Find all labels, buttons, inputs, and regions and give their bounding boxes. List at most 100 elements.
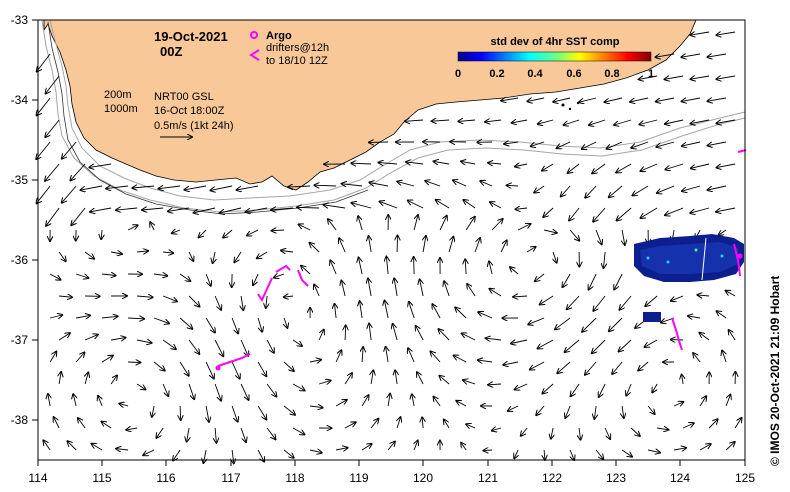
- current-vector-arrow: [283, 361, 294, 371]
- current-vector-arrow: [406, 162, 424, 164]
- current-vector-arrow: [92, 444, 103, 451]
- current-vector-arrow: [536, 405, 545, 415]
- x-tick-label: 125: [735, 471, 755, 485]
- current-vector-arrow: [614, 273, 623, 290]
- x-tick-label: 119: [349, 471, 368, 485]
- current-vector-arrow: [432, 304, 441, 319]
- current-vector-arrow: [272, 230, 285, 231]
- current-vector-arrow: [173, 449, 181, 461]
- current-vector-arrow: [729, 330, 736, 341]
- current-vector-arrow: [531, 141, 545, 146]
- current-vector-arrow: [465, 259, 466, 275]
- current-vector-arrow: [619, 339, 632, 352]
- current-vector-arrow: [592, 163, 606, 173]
- current-vector-arrow: [488, 384, 502, 385]
- current-vector-arrow: [380, 202, 398, 209]
- current-vector-arrow: [49, 352, 56, 363]
- drifters-range: to 18/10 12Z: [266, 55, 328, 67]
- current-vector-arrow: [461, 161, 476, 164]
- current-vector-arrow: [397, 182, 415, 187]
- colorbar-title: std dev of 4hr SST comp: [491, 36, 620, 48]
- colorbar: std dev of 4hr SST comp 0 0.2 0.4 0.6 0.…: [455, 36, 654, 80]
- current-vector-arrow: [159, 186, 181, 189]
- current-vector-arrow: [232, 449, 234, 463]
- current-vector-arrow: [526, 247, 536, 253]
- current-vector-arrow: [717, 311, 727, 319]
- current-vector-arrow: [281, 251, 294, 253]
- current-vector-arrow: [490, 289, 502, 297]
- current-vector-arrow: [478, 312, 493, 319]
- current-vector-arrow: [491, 219, 503, 231]
- x-tick-label: 121: [478, 471, 498, 485]
- current-vector-arrow: [388, 394, 390, 407]
- current-vector-arrow: [288, 186, 311, 187]
- current-vector-arrow: [657, 185, 675, 193]
- current-vector-arrow: [485, 120, 502, 122]
- current-vector-arrow: [708, 419, 718, 429]
- current-vector-arrow: [622, 229, 625, 245]
- current-vector-arrow: [283, 449, 294, 458]
- current-vector-arrow: [595, 229, 602, 244]
- current-vector-arrow: [698, 295, 710, 296]
- current-vector-arrow: [43, 440, 51, 451]
- current-vector-arrow: [37, 97, 51, 115]
- current-vector-arrow: [507, 185, 519, 186]
- current-vector-arrow: [205, 273, 211, 286]
- current-vector-arrow: [543, 230, 557, 233]
- current-vector-arrow: [247, 229, 259, 236]
- current-vector-arrow: [180, 405, 181, 420]
- isobath-200m-label: 200m: [104, 89, 132, 101]
- current-vector-arrow: [422, 417, 423, 429]
- current-vector-arrow: [630, 427, 640, 436]
- current-vector-arrow: [318, 330, 324, 341]
- current-vector-arrow: [665, 76, 684, 79]
- plot-frame: [37, 19, 746, 461]
- current-vector-arrow: [513, 296, 528, 297]
- colorbar-ramp: [457, 51, 652, 62]
- current-vector-arrow: [292, 339, 302, 346]
- current-vector-arrow: [579, 427, 580, 440]
- colorbar-tick: 1: [648, 68, 654, 80]
- current-vector-arrow: [240, 339, 248, 356]
- current-vector-arrow: [283, 405, 295, 415]
- current-vector-arrow: [342, 184, 363, 186]
- current-vector-arrow: [700, 333, 710, 341]
- current-vector-arrow: [266, 339, 274, 353]
- current-vector-arrow: [284, 296, 294, 297]
- current-vector-arrow: [432, 120, 450, 121]
- current-vector-arrow: [48, 394, 50, 407]
- current-vector-arrow: [639, 76, 658, 79]
- current-vector-arrow: [371, 370, 373, 385]
- current-vector-arrow: [722, 351, 726, 363]
- current-vector-arrow: [110, 376, 117, 385]
- current-vector-arrow: [257, 405, 266, 419]
- current-vector-arrow: [563, 273, 571, 287]
- current-vector-arrow: [555, 317, 571, 329]
- current-vector-arrow: [516, 208, 528, 209]
- current-vector-arrow: [116, 449, 129, 450]
- current-vector-arrow: [379, 163, 398, 165]
- current-vector-arrow: [417, 372, 424, 385]
- current-vector-arrow: [431, 351, 441, 363]
- current-vector-arrow: [85, 373, 88, 385]
- current-vector-arrow: [691, 163, 710, 168]
- current-vector-arrow: [690, 207, 710, 213]
- current-vector-arrow: [358, 216, 363, 231]
- current-vector-arrow: [257, 361, 266, 376]
- current-vector-arrow: [490, 202, 502, 209]
- y-tick-label: -37: [11, 333, 29, 347]
- current-vector-arrow: [641, 163, 658, 171]
- y-axis: -33 -34 -35 -36 -37 -38: [11, 13, 38, 427]
- current-vector-arrow: [553, 251, 557, 263]
- current-vector-arrow: [386, 257, 388, 275]
- current-vector-arrow: [360, 301, 363, 319]
- current-vector-arrow: [59, 296, 72, 297]
- current-vector-arrow: [58, 333, 70, 341]
- current-vector-arrow: [162, 383, 168, 396]
- current-vector-arrow: [274, 274, 285, 278]
- current-vector-arrow: [386, 347, 389, 363]
- current-vector-arrow: [214, 295, 221, 310]
- current-vector-arrow: [36, 141, 51, 159]
- current-vector-arrow: [362, 347, 363, 363]
- current-vector-arrow: [102, 316, 118, 318]
